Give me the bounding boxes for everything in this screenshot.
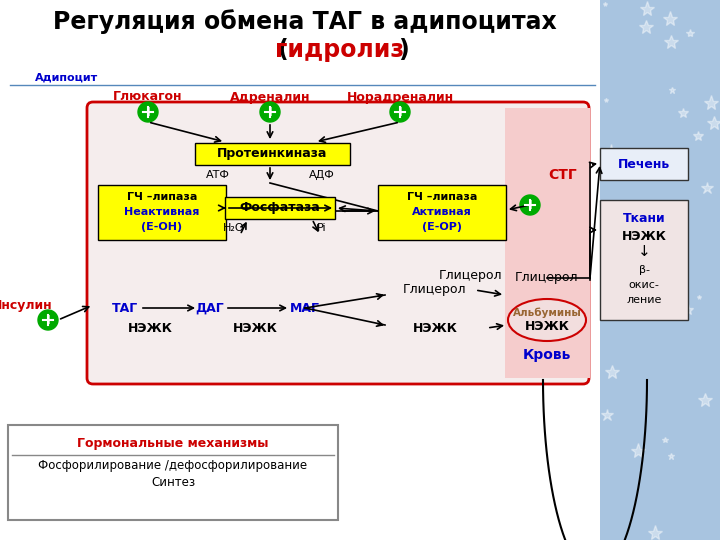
Circle shape: [390, 102, 410, 122]
Text: ГЧ –липаза: ГЧ –липаза: [407, 192, 477, 202]
Text: Глицерол: Глицерол: [438, 268, 502, 281]
Text: Синтез: Синтез: [151, 476, 195, 489]
Text: НЭЖК: НЭЖК: [413, 321, 457, 334]
Text: +: +: [524, 198, 536, 212]
Text: НЭЖК: НЭЖК: [127, 321, 172, 334]
Bar: [8, 425, 338, 520]
Text: ): ): [397, 38, 408, 62]
Text: (Е-ОР): (Е-ОР): [422, 222, 462, 232]
Bar: [378, 185, 506, 240]
Text: Глюкагон: Глюкагон: [113, 91, 183, 104]
Text: (Е-ОН): (Е-ОН): [141, 222, 183, 232]
Bar: [505, 108, 590, 378]
Text: Глицерол: Глицерол: [403, 284, 467, 296]
Text: гидролиз: гидролиз: [276, 38, 405, 62]
Text: Кровь: Кровь: [523, 348, 571, 362]
FancyBboxPatch shape: [87, 102, 589, 384]
Text: Печень: Печень: [618, 158, 670, 171]
Bar: [98, 185, 226, 240]
Circle shape: [520, 195, 540, 215]
Bar: [0, 0, 600, 540]
Text: Регуляция обмена ТАГ в адипоцитах: Регуляция обмена ТАГ в адипоцитах: [53, 10, 557, 35]
Text: (: (: [278, 38, 289, 62]
Bar: [600, 200, 688, 320]
Text: ление: ление: [626, 295, 662, 305]
Bar: [195, 143, 350, 165]
Text: +: +: [264, 105, 276, 119]
Text: Глицерол: Глицерол: [516, 272, 579, 285]
Text: β-: β-: [639, 265, 649, 275]
Bar: [598, 0, 720, 540]
Text: ГЧ –липаза: ГЧ –липаза: [127, 192, 197, 202]
Text: МАГ: МАГ: [290, 301, 320, 314]
Circle shape: [260, 102, 280, 122]
Text: Адреналин: Адреналин: [230, 91, 310, 104]
Bar: [600, 148, 688, 180]
Text: +: +: [142, 105, 154, 119]
Text: Фосфатаза: Фосфатаза: [240, 201, 320, 214]
Text: Протеинкиназа: Протеинкиназа: [217, 147, 328, 160]
Text: Pi: Pi: [318, 223, 327, 233]
Text: +: +: [394, 105, 406, 119]
Text: Инсулин: Инсулин: [0, 299, 53, 312]
Text: НЭЖК: НЭЖК: [525, 321, 570, 334]
Text: Активная: Активная: [412, 207, 472, 217]
Text: Адипоцит: Адипоцит: [35, 73, 98, 83]
Text: Неактивная: Неактивная: [125, 207, 199, 217]
Ellipse shape: [508, 299, 586, 341]
Text: НЭЖК: НЭЖК: [621, 230, 667, 242]
Text: Ткани: Ткани: [623, 212, 665, 225]
Text: Норадреналин: Норадреналин: [346, 91, 454, 104]
Text: ТАГ: ТАГ: [112, 301, 138, 314]
Text: Гормональные механизмы: Гормональные механизмы: [77, 436, 269, 449]
Text: +: +: [42, 313, 54, 327]
Circle shape: [38, 310, 58, 330]
Text: ↓: ↓: [638, 245, 650, 260]
Text: АДФ: АДФ: [309, 170, 335, 180]
Text: Фосфорилирование /дефосфорилирование: Фосфорилирование /дефосфорилирование: [38, 458, 307, 471]
Text: СТГ: СТГ: [549, 168, 577, 182]
Text: Альбумины: Альбумины: [513, 308, 582, 318]
Text: H₂O: H₂O: [223, 223, 245, 233]
Text: окис-: окис-: [629, 280, 660, 290]
Text: ДАГ: ДАГ: [196, 301, 225, 314]
Circle shape: [138, 102, 158, 122]
Text: АТФ: АТФ: [206, 170, 230, 180]
Text: НЭЖК: НЭЖК: [233, 321, 277, 334]
Bar: [225, 197, 335, 219]
